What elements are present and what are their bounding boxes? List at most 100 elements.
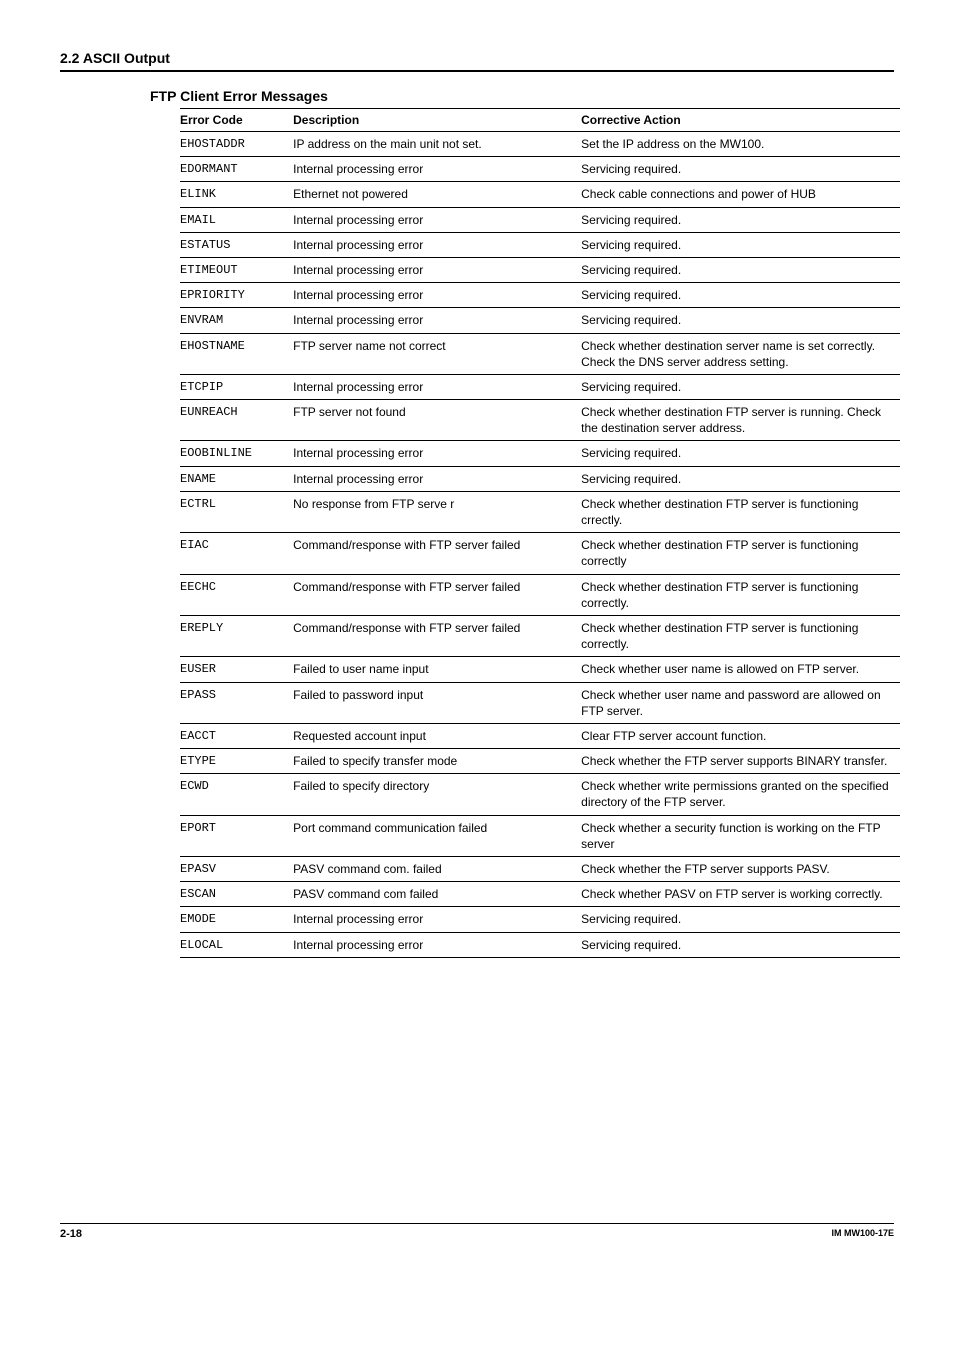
error-code-cell: EDORMANT (180, 157, 293, 182)
table-row: EUSERFailed to user name inputCheck whet… (180, 657, 900, 682)
action-cell: Check whether user name and password are… (581, 682, 900, 723)
description-cell: Internal processing error (293, 907, 581, 932)
table-row: EHOSTADDRIP address on the main unit not… (180, 132, 900, 157)
action-cell: Clear FTP server account function. (581, 723, 900, 748)
table-row: ESTATUSInternal processing errorServicin… (180, 232, 900, 257)
table-row: ELINKEthernet not poweredCheck cable con… (180, 182, 900, 207)
action-cell: Set the IP address on the MW100. (581, 132, 900, 157)
table-row: EPASVPASV command com. failedCheck wheth… (180, 857, 900, 882)
table-row: EOOBINLINEInternal processing errorServi… (180, 441, 900, 466)
table-row: ETYPEFailed to specify transfer modeChec… (180, 749, 900, 774)
col-header-action: Corrective Action (581, 109, 900, 132)
error-code-cell: EHOSTNAME (180, 333, 293, 374)
description-cell: Requested account input (293, 723, 581, 748)
description-cell: Ethernet not powered (293, 182, 581, 207)
action-cell: Check whether user name is allowed on FT… (581, 657, 900, 682)
table-row: EPRIORITYInternal processing errorServic… (180, 283, 900, 308)
action-cell: Check whether destination FTP server is … (581, 574, 900, 615)
error-code-cell: ELOCAL (180, 932, 293, 957)
description-cell: PASV command com. failed (293, 857, 581, 882)
page-footer: 2-18 IM MW100-17E (60, 1223, 894, 1240)
table-row: ECTRLNo response from FTP serve rCheck w… (180, 491, 900, 532)
table-row: ELOCALInternal processing errorServicing… (180, 932, 900, 957)
description-cell: Internal processing error (293, 207, 581, 232)
action-cell: Check whether destination FTP server is … (581, 491, 900, 532)
table-row: ECWDFailed to specify directoryCheck whe… (180, 774, 900, 815)
page-number: 2-18 (60, 1228, 82, 1240)
error-code-cell: EPASS (180, 682, 293, 723)
description-cell: FTP server name not correct (293, 333, 581, 374)
description-cell: Port command communication failed (293, 815, 581, 856)
action-cell: Servicing required. (581, 932, 900, 957)
action-cell: Servicing required. (581, 157, 900, 182)
description-cell: Internal processing error (293, 466, 581, 491)
table-row: EACCTRequested account inputClear FTP se… (180, 723, 900, 748)
description-cell: Failed to specify transfer mode (293, 749, 581, 774)
error-code-cell: EREPLY (180, 615, 293, 656)
table-body: EHOSTADDRIP address on the main unit not… (180, 132, 900, 958)
error-code-cell: ETCPIP (180, 374, 293, 399)
error-code-cell: EPRIORITY (180, 283, 293, 308)
table-row: ESCANPASV command com failedCheck whethe… (180, 882, 900, 907)
description-cell: FTP server not found (293, 400, 581, 441)
action-cell: Check cable connections and power of HUB (581, 182, 900, 207)
action-cell: Servicing required. (581, 907, 900, 932)
table-row: EMODEInternal processing errorServicing … (180, 907, 900, 932)
error-code-cell: EHOSTADDR (180, 132, 293, 157)
action-cell: Check whether the FTP server supports PA… (581, 857, 900, 882)
description-cell: Internal processing error (293, 932, 581, 957)
table-row: ETIMEOUTInternal processing errorServici… (180, 257, 900, 282)
action-cell: Servicing required. (581, 283, 900, 308)
action-cell: Servicing required. (581, 374, 900, 399)
error-code-cell: EUNREACH (180, 400, 293, 441)
table-row: ENAMEInternal processing errorServicing … (180, 466, 900, 491)
description-cell: Internal processing error (293, 441, 581, 466)
description-cell: Internal processing error (293, 257, 581, 282)
action-cell: Check whether write permissions granted … (581, 774, 900, 815)
error-code-cell: EPASV (180, 857, 293, 882)
description-cell: PASV command com failed (293, 882, 581, 907)
table-row: EECHCCommand/response with FTP server fa… (180, 574, 900, 615)
error-code-cell: ECTRL (180, 491, 293, 532)
error-code-cell: EUSER (180, 657, 293, 682)
document-id: IM MW100-17E (831, 1228, 894, 1238)
description-cell: Internal processing error (293, 283, 581, 308)
description-cell: Command/response with FTP server failed (293, 533, 581, 574)
col-header-desc: Description (293, 109, 581, 132)
error-code-cell: ETYPE (180, 749, 293, 774)
table-row: EREPLYCommand/response with FTP server f… (180, 615, 900, 656)
error-code-cell: EPORT (180, 815, 293, 856)
action-cell: Check whether destination FTP server is … (581, 533, 900, 574)
table-title: FTP Client Error Messages (150, 88, 894, 104)
table-row: EUNREACHFTP server not foundCheck whethe… (180, 400, 900, 441)
error-messages-table: Error Code Description Corrective Action… (180, 108, 900, 958)
description-cell: Internal processing error (293, 157, 581, 182)
description-cell: Failed to user name input (293, 657, 581, 682)
section-header: 2.2 ASCII Output (60, 50, 894, 72)
action-cell: Check whether destination FTP server is … (581, 615, 900, 656)
table-row: EIACCommand/response with FTP server fai… (180, 533, 900, 574)
action-cell: Check whether a security function is wor… (581, 815, 900, 856)
error-code-cell: ESTATUS (180, 232, 293, 257)
action-cell: Check whether PASV on FTP server is work… (581, 882, 900, 907)
description-cell: Internal processing error (293, 232, 581, 257)
table-row: EMAILInternal processing errorServicing … (180, 207, 900, 232)
error-code-cell: ESCAN (180, 882, 293, 907)
error-code-cell: EACCT (180, 723, 293, 748)
error-code-cell: EMODE (180, 907, 293, 932)
action-cell: Check whether destination FTP server is … (581, 400, 900, 441)
description-cell: Failed to password input (293, 682, 581, 723)
action-cell: Servicing required. (581, 441, 900, 466)
action-cell: Servicing required. (581, 232, 900, 257)
col-header-code: Error Code (180, 109, 293, 132)
table-row: EPASSFailed to password inputCheck wheth… (180, 682, 900, 723)
error-code-cell: ENVRAM (180, 308, 293, 333)
description-cell: Failed to specify directory (293, 774, 581, 815)
description-cell: Command/response with FTP server failed (293, 574, 581, 615)
action-cell: Servicing required. (581, 257, 900, 282)
action-cell: Servicing required. (581, 466, 900, 491)
table-row: EDORMANTInternal processing errorServici… (180, 157, 900, 182)
table-row: EPORTPort command communication failedCh… (180, 815, 900, 856)
description-cell: Internal processing error (293, 308, 581, 333)
error-code-cell: EMAIL (180, 207, 293, 232)
